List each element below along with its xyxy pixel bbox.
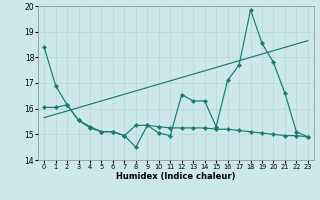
X-axis label: Humidex (Indice chaleur): Humidex (Indice chaleur) — [116, 172, 236, 181]
